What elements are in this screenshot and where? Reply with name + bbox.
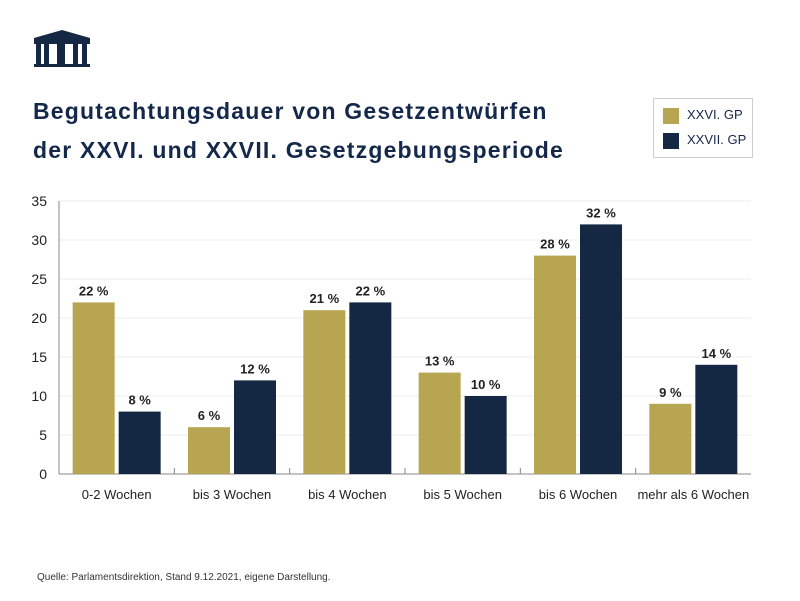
legend-item-xxvii: XXVII. GP [663,132,746,149]
y-tick-label: 30 [31,232,47,248]
data-label: 13 % [425,354,455,369]
data-label: 14 % [702,346,732,361]
data-label: 9 % [659,385,682,400]
data-label: 28 % [540,237,570,252]
legend-swatch [663,107,679,124]
y-tick-label: 0 [39,466,47,482]
data-label: 6 % [198,408,221,423]
bar-xxvi [72,302,115,474]
y-tick-label: 5 [39,427,47,443]
title-line-2: der XXVI. und XXVII. Gesetzgebungsperiod… [33,137,565,163]
bar-xxvi [534,255,576,474]
data-label: 21 % [310,291,340,306]
x-tick-label: bis 4 Wochen [308,487,387,502]
x-tick-label: mehr als 6 Wochen [637,487,749,502]
y-tick-label: 15 [31,349,47,365]
chart-title: Begutachtungsdauer von Gesetzentwürfen d… [33,92,564,170]
legend: XXVI. GP XXVII. GP [653,98,753,158]
x-tick-label: 0-2 Wochen [82,487,152,502]
data-label: 12 % [240,361,270,376]
y-tick-label: 20 [31,310,47,326]
bar-xxvii [695,364,738,474]
legend-swatch [663,132,679,149]
bar-xxvi [649,403,692,474]
source-note: Quelle: Parlamentsdirektion, Stand 9.12.… [37,572,331,583]
x-tick-label: bis 6 Wochen [539,487,618,502]
legend-label: XXVI. GP [687,107,743,122]
parliament-logo-icon [34,30,90,67]
bar-xxvii [580,224,622,474]
y-tick-label: 25 [31,271,47,287]
bar-xxvi [303,310,346,474]
bar-xxvii [464,396,507,474]
x-tick-label: bis 5 Wochen [423,487,502,502]
legend-item-xxvi: XXVI. GP [663,107,743,124]
y-tick-label: 35 [31,193,47,209]
legend-label: XXVII. GP [687,132,747,147]
x-tick-label: bis 3 Wochen [193,487,272,502]
data-label: 32 % [586,205,616,220]
data-label: 22 % [79,283,109,298]
bar-xxvi [418,372,461,474]
data-label: 10 % [471,377,501,392]
bar-xxvi [188,427,230,474]
data-label: 8 % [128,393,151,408]
bar-xxvii [234,380,276,474]
bar-xxvii [349,302,392,474]
data-label: 22 % [356,283,386,298]
y-tick-label: 10 [31,388,47,404]
title-line-1: Begutachtungsdauer von Gesetzentwürfen [33,98,548,124]
bar-xxvii [118,411,161,474]
